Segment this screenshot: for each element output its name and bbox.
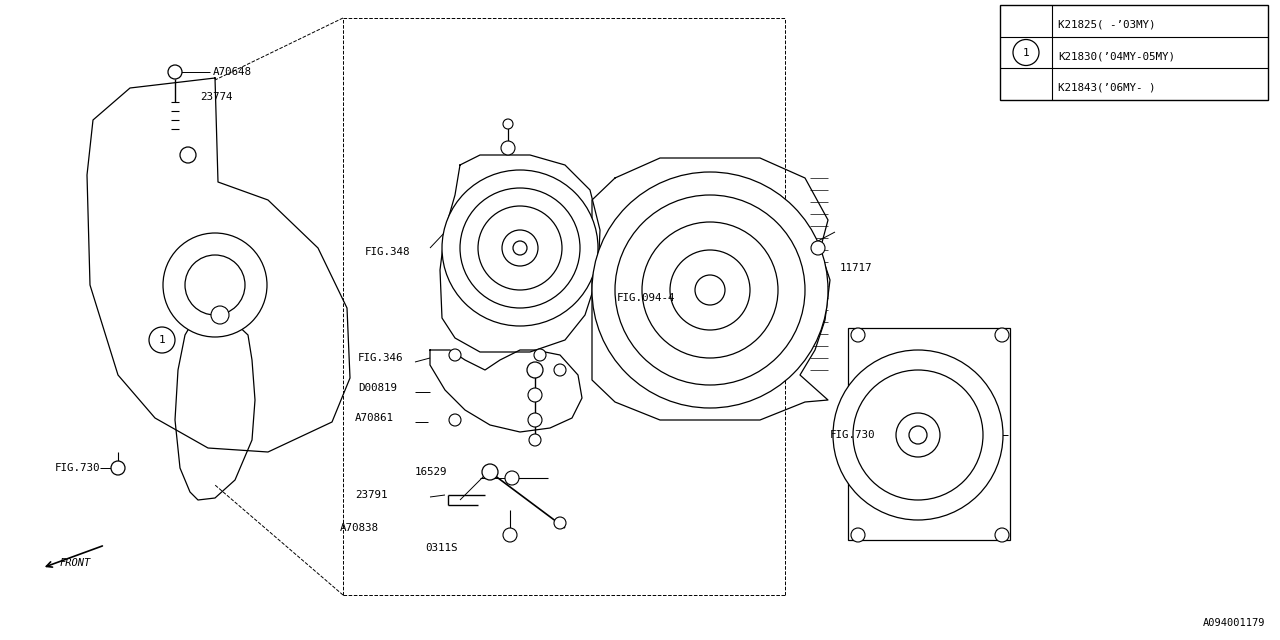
Circle shape [503, 119, 513, 129]
Circle shape [529, 388, 541, 402]
Text: 23791: 23791 [355, 490, 388, 500]
Text: FIG.346: FIG.346 [358, 353, 403, 363]
Text: FIG.348: FIG.348 [365, 247, 411, 257]
Circle shape [168, 65, 182, 79]
Text: 1: 1 [1023, 47, 1029, 58]
Circle shape [180, 147, 196, 163]
Circle shape [695, 275, 724, 305]
Circle shape [909, 426, 927, 444]
Text: A70648: A70648 [212, 67, 252, 77]
Circle shape [442, 170, 598, 326]
Text: K21830(’04MY-05MY): K21830(’04MY-05MY) [1059, 51, 1175, 61]
Text: FIG.730: FIG.730 [55, 463, 101, 473]
Circle shape [529, 434, 541, 446]
Circle shape [812, 241, 826, 255]
Circle shape [477, 206, 562, 290]
Text: K21843(’06MY- ): K21843(’06MY- ) [1059, 83, 1156, 93]
Circle shape [833, 350, 1004, 520]
Circle shape [534, 349, 547, 361]
Circle shape [449, 414, 461, 426]
Text: D00819: D00819 [358, 383, 397, 393]
Text: 1: 1 [159, 335, 165, 345]
Text: 23774: 23774 [200, 92, 233, 102]
Circle shape [506, 471, 518, 485]
Circle shape [163, 233, 268, 337]
Circle shape [1012, 40, 1039, 65]
Circle shape [483, 464, 498, 480]
Text: 0311S: 0311S [425, 543, 457, 553]
Text: K21825( -’03MY): K21825( -’03MY) [1059, 20, 1156, 29]
Text: A094001179: A094001179 [1202, 618, 1265, 628]
Circle shape [503, 528, 517, 542]
Circle shape [460, 188, 580, 308]
Circle shape [513, 241, 527, 255]
Circle shape [529, 413, 541, 427]
Circle shape [851, 528, 865, 542]
Circle shape [449, 349, 461, 361]
Circle shape [148, 327, 175, 353]
Circle shape [186, 255, 244, 315]
Circle shape [643, 222, 778, 358]
Text: A70861: A70861 [355, 413, 394, 423]
Circle shape [995, 528, 1009, 542]
Circle shape [614, 195, 805, 385]
Text: FRONT: FRONT [59, 558, 91, 568]
Circle shape [852, 370, 983, 500]
Circle shape [500, 141, 515, 155]
Circle shape [527, 362, 543, 378]
Bar [849, 328, 1010, 540]
Circle shape [554, 364, 566, 376]
Circle shape [554, 517, 566, 529]
Circle shape [502, 230, 538, 266]
Text: 16529: 16529 [415, 467, 448, 477]
Circle shape [591, 172, 828, 408]
Text: FIG.730: FIG.730 [829, 430, 876, 440]
Bar [1000, 5, 1268, 100]
Circle shape [111, 461, 125, 475]
Circle shape [995, 328, 1009, 342]
Circle shape [851, 328, 865, 342]
Text: 11717: 11717 [840, 263, 873, 273]
Text: A70838: A70838 [340, 523, 379, 533]
Circle shape [669, 250, 750, 330]
Circle shape [896, 413, 940, 457]
Text: FIG.094-4: FIG.094-4 [617, 293, 676, 303]
Circle shape [211, 306, 229, 324]
